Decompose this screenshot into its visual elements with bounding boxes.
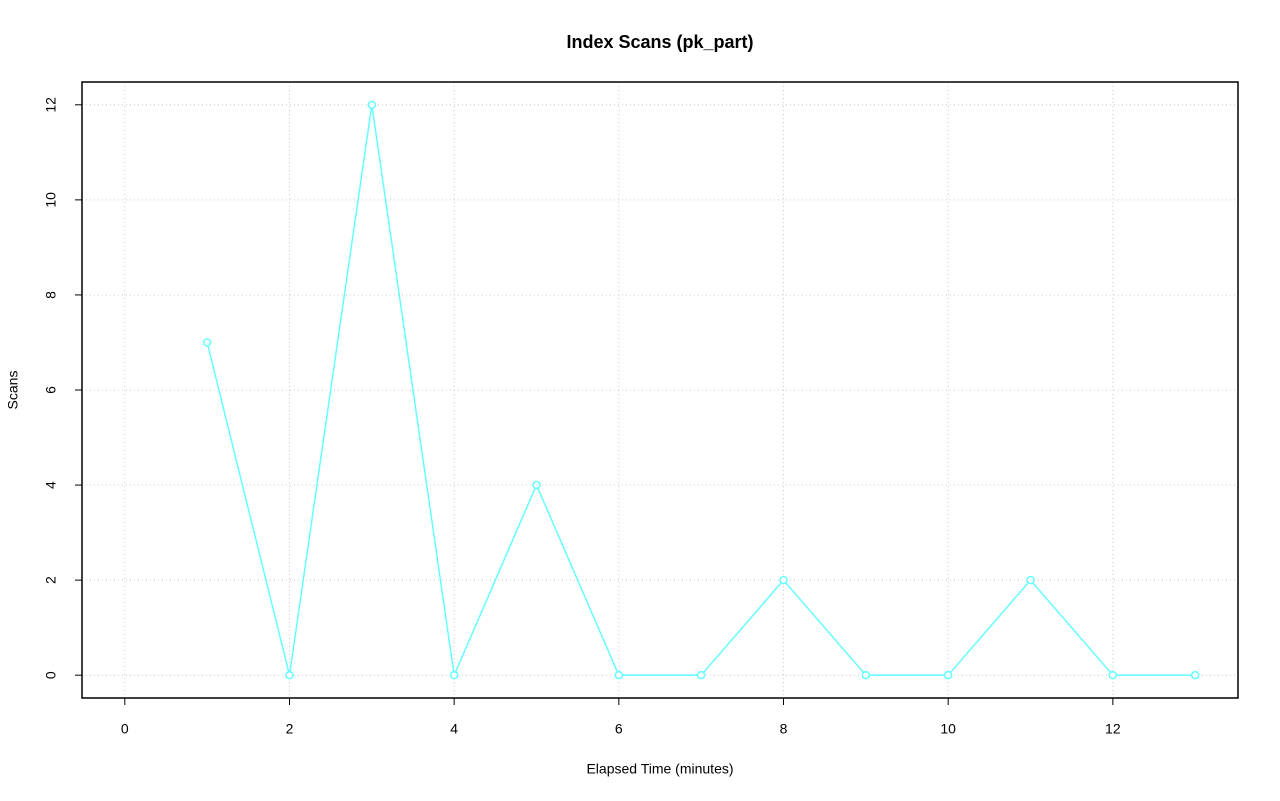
data-point: [285, 670, 294, 680]
data-point: [1108, 670, 1118, 680]
data-point: [779, 575, 788, 585]
x-tick-label: 8: [780, 721, 788, 737]
data-point: [614, 670, 624, 680]
y-tick-label: 8: [43, 291, 59, 299]
x-tick-label: 6: [615, 721, 623, 737]
y-tick-label: 2: [43, 576, 59, 584]
chart-title: Index Scans (pk_part): [566, 32, 753, 52]
y-tick-label: 6: [43, 386, 59, 394]
x-tick-label: 4: [450, 721, 458, 737]
data-point: [532, 480, 541, 490]
data-point: [367, 100, 377, 110]
data-point: [202, 338, 212, 347]
y-tick-label: 10: [43, 192, 59, 208]
y-tick-label: 4: [43, 481, 59, 489]
x-tick-label: 10: [940, 721, 956, 737]
data-point: [861, 670, 871, 680]
x-tick-label: 0: [121, 721, 129, 737]
y-tick-label: 0: [43, 671, 59, 679]
data-point: [1190, 670, 1200, 680]
data-point: [1026, 575, 1035, 585]
data-point: [696, 670, 706, 680]
y-axis-label: Scans: [5, 371, 21, 410]
x-axis-label: Elapsed Time (minutes): [586, 761, 733, 777]
data-point: [943, 670, 953, 680]
data-point: [449, 670, 459, 680]
x-tick-label: 12: [1105, 721, 1121, 737]
y-tick-label: 12: [43, 97, 59, 113]
x-tick-label: 2: [286, 721, 294, 737]
plot-frame: [81, 81, 1239, 699]
